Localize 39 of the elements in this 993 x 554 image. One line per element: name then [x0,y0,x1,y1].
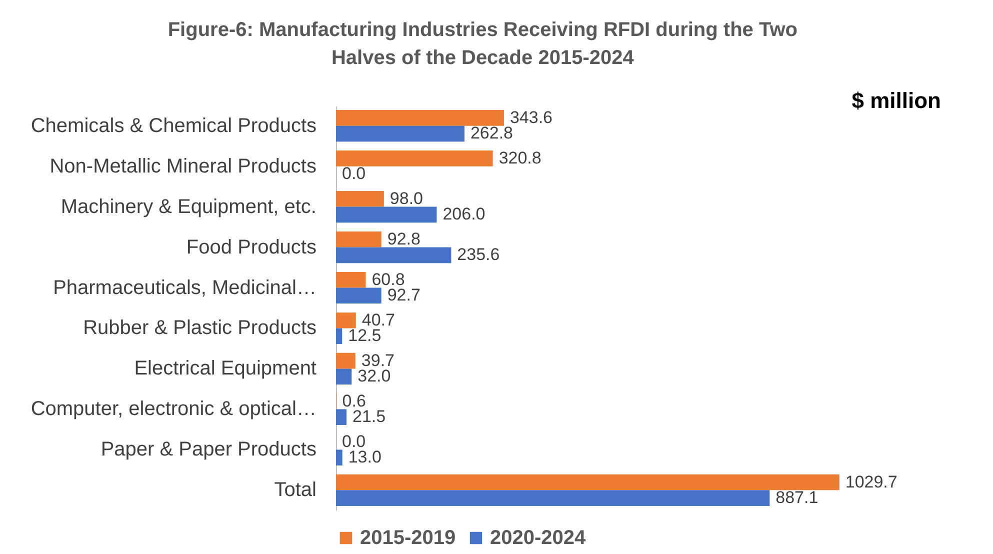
data-label: 1029.7 [845,472,898,492]
data-label: 98.0 [390,188,423,208]
y-tick-label: Paper & Paper Products [100,438,316,461]
bar [336,126,464,142]
y-tick-label: Total [274,479,316,502]
data-label: 0.0 [342,164,366,184]
data-label: 235.6 [457,245,500,264]
bar [336,328,342,344]
y-tick-label: Chemicals & Chemical Products [30,114,316,137]
bar [336,150,493,166]
chart-title: Figure-6: Manufacturing Industries Receiving RFDI during the Two Halves of the Decade 2015-2024 [168,19,798,69]
y-tick-label: Pharmaceuticals, Medicinal… [53,276,316,299]
bar [336,312,356,328]
legend-label: 2020-2024 [490,527,587,549]
bar [336,247,452,264]
bar [336,352,356,369]
y-tick-label: Machinery & Equipment, etc. [60,196,316,218]
y-tick-label: Electrical Equipment [134,358,317,380]
text: $ million [852,88,941,114]
y-tick-label: Rubber & Plastic Products [83,317,316,340]
bar [336,409,347,425]
bar [336,272,366,288]
bar [336,450,342,466]
bar [336,231,382,248]
y-tick-label: Computer, electronic & optical… [30,398,316,420]
data-label: 320.8 [498,148,542,168]
bar [336,191,384,207]
data-label: 206.0 [442,204,486,224]
bar [336,288,382,304]
legend-label: 2015-2019 [360,527,456,549]
bar [336,368,352,385]
data-label: 887.1 [776,488,818,508]
data-label: 92.8 [387,229,420,248]
y-tick-label: Non-Metallic Mineral Products [50,155,316,178]
bar [336,474,840,490]
bar [336,206,437,223]
y-tick-label: Food Products [186,236,316,258]
bar [336,110,504,126]
bar [336,490,770,506]
